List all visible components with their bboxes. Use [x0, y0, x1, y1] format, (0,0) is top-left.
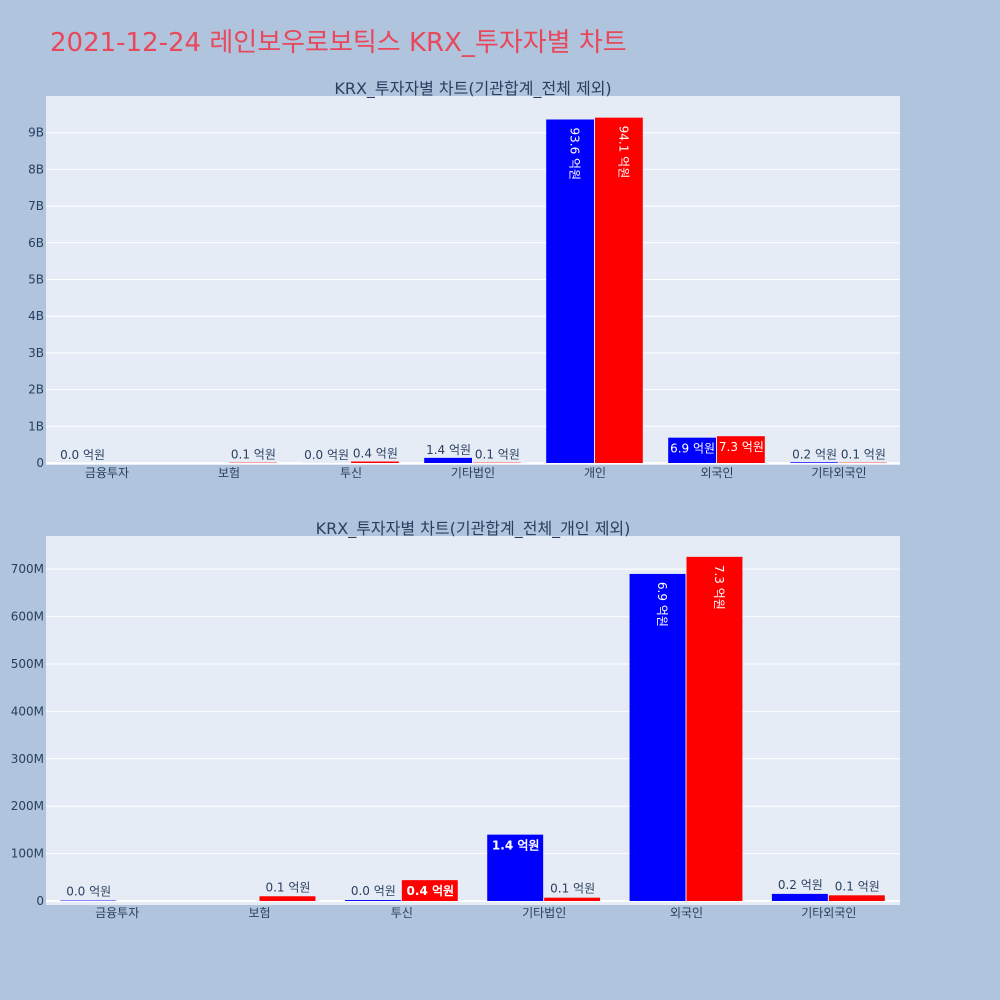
- x-tick-label: 외국인: [700, 466, 733, 480]
- y-tick-label: 100M: [11, 847, 44, 861]
- bar-value-label: 1.4 억원: [426, 443, 471, 457]
- y-tick-label: 300M: [11, 752, 44, 766]
- bar-value-label: 0.1 억원: [550, 882, 595, 896]
- chart-title: KRX_투자자별 차트(기관합계_전체_개인 제외): [316, 519, 631, 539]
- bar: [668, 437, 716, 463]
- y-tick-label: 7B: [28, 199, 44, 213]
- y-tick-label: 2B: [28, 383, 44, 397]
- bar-value-label: 0.4 억원: [407, 884, 455, 898]
- x-tick-label: 금융투자: [85, 466, 129, 480]
- bar-value-label: 1.4 억원: [492, 839, 540, 853]
- y-tick-label: 4B: [28, 309, 44, 323]
- x-tick-label: 투신: [391, 906, 413, 920]
- bar-value-label: 0.1 억원: [841, 448, 886, 462]
- bar: [686, 556, 743, 901]
- x-tick-label: 기타외국인: [811, 466, 866, 480]
- bar: [828, 895, 885, 901]
- y-tick-label: 700M: [11, 562, 44, 576]
- bar-value-label: 0.2 억원: [778, 878, 823, 892]
- x-tick-label: 기타법인: [522, 906, 566, 920]
- x-tick-label: 외국인: [670, 906, 703, 920]
- bar-value-label: 7.3 억원: [719, 440, 764, 454]
- bar-value-label: 0.0 억원: [351, 884, 396, 898]
- bar: [629, 573, 686, 901]
- bar-value-label: 6.9 억원: [655, 582, 669, 627]
- bar: [595, 117, 643, 463]
- bar-value-label: 0.1 억원: [475, 448, 520, 462]
- bar-value-label: 0.4 억원: [353, 447, 398, 461]
- y-tick-label: 9B: [28, 126, 44, 140]
- x-tick-label: 금융투자: [95, 906, 139, 920]
- bar: [351, 461, 399, 463]
- chart-title: KRX_투자자별 차트(기관합계_전체 제외): [334, 79, 611, 99]
- bar-value-label: 0.2 억원: [792, 447, 837, 461]
- bar-value-label: 0.1 억원: [231, 448, 276, 462]
- x-tick-label: 보험: [248, 906, 270, 920]
- y-tick-label: 500M: [11, 657, 44, 671]
- bar: [487, 834, 544, 901]
- bar-value-label: 0.0 억원: [66, 885, 111, 899]
- bar-value-label: 0.1 억원: [265, 880, 310, 894]
- bar: [544, 897, 601, 901]
- bar: [717, 436, 765, 463]
- bar: [771, 893, 828, 901]
- y-tick-label: 200M: [11, 799, 44, 813]
- y-tick-label: 8B: [28, 162, 44, 176]
- y-tick-label: 600M: [11, 610, 44, 624]
- x-tick-label: 기타법인: [451, 466, 495, 480]
- x-tick-label: 투신: [340, 466, 362, 480]
- y-tick-label: 1B: [28, 419, 44, 433]
- y-tick-label: 6B: [28, 236, 44, 250]
- x-tick-label: 보험: [218, 466, 240, 480]
- x-tick-label: 기타외국인: [801, 906, 856, 920]
- bar-value-label: 6.9 억원: [670, 442, 715, 456]
- y-tick-label: 0: [36, 456, 44, 470]
- y-tick-label: 400M: [11, 704, 44, 718]
- y-tick-label: 5B: [28, 273, 44, 287]
- bar-value-label: 0.0 억원: [60, 448, 105, 462]
- bar: [401, 880, 458, 901]
- plot-area: [46, 96, 900, 465]
- bar-value-label: 93.6 억원: [568, 127, 582, 180]
- bar: [259, 896, 316, 901]
- bar-value-label: 0.0 억원: [304, 448, 349, 462]
- plot-area: [46, 536, 900, 905]
- page-title: 2021-12-24 레인보우로보틱스 KRX_투자자별 차트: [50, 28, 627, 58]
- y-tick-label: 0: [36, 894, 44, 908]
- bar: [546, 119, 594, 463]
- bar-value-label: 7.3 억원: [712, 565, 726, 610]
- x-tick-label: 개인: [584, 466, 606, 480]
- bar: [344, 900, 401, 901]
- bar-value-label: 94.1 억원: [616, 126, 630, 179]
- y-tick-label: 3B: [28, 346, 44, 360]
- bar: [424, 457, 472, 463]
- bar-value-label: 0.1 억원: [835, 879, 880, 893]
- bar: [790, 462, 838, 463]
